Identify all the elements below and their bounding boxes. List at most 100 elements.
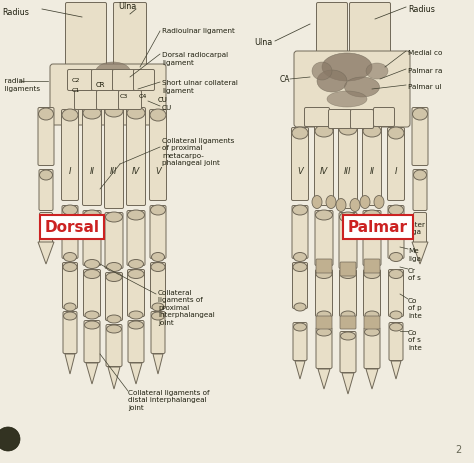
Ellipse shape bbox=[128, 260, 144, 269]
FancyBboxPatch shape bbox=[315, 126, 334, 206]
Ellipse shape bbox=[317, 328, 331, 336]
FancyBboxPatch shape bbox=[62, 110, 79, 201]
Text: Collateral ligaments
of proximal
metacarpo-
phalangeal joint: Collateral ligaments of proximal metacar… bbox=[162, 138, 234, 166]
Ellipse shape bbox=[129, 311, 143, 319]
FancyBboxPatch shape bbox=[349, 4, 391, 76]
Polygon shape bbox=[130, 363, 142, 384]
Polygon shape bbox=[318, 369, 330, 389]
Text: Me
liga: Me liga bbox=[408, 247, 421, 261]
Ellipse shape bbox=[312, 196, 322, 209]
Text: Palmar ra: Palmar ra bbox=[408, 68, 442, 74]
Text: CA: CA bbox=[280, 75, 291, 84]
Text: radial
  ligaments: radial ligaments bbox=[0, 78, 40, 91]
Text: Radius: Radius bbox=[408, 5, 435, 14]
Ellipse shape bbox=[317, 260, 331, 269]
FancyBboxPatch shape bbox=[316, 270, 332, 317]
Text: CU: CU bbox=[162, 105, 172, 111]
FancyBboxPatch shape bbox=[363, 126, 382, 206]
FancyBboxPatch shape bbox=[363, 211, 381, 266]
Ellipse shape bbox=[336, 199, 346, 212]
Ellipse shape bbox=[317, 71, 347, 93]
Ellipse shape bbox=[152, 313, 164, 320]
Ellipse shape bbox=[365, 328, 380, 336]
Polygon shape bbox=[295, 361, 305, 379]
Ellipse shape bbox=[413, 171, 427, 181]
Text: I: I bbox=[69, 167, 71, 176]
Ellipse shape bbox=[63, 206, 78, 216]
Polygon shape bbox=[366, 369, 378, 389]
Ellipse shape bbox=[62, 110, 78, 122]
Ellipse shape bbox=[84, 270, 100, 279]
Polygon shape bbox=[412, 243, 428, 264]
Text: Dorsal: Dorsal bbox=[45, 220, 100, 235]
FancyBboxPatch shape bbox=[340, 263, 356, 276]
Text: III: III bbox=[110, 167, 118, 176]
Ellipse shape bbox=[151, 206, 165, 216]
Ellipse shape bbox=[341, 311, 355, 319]
FancyBboxPatch shape bbox=[388, 128, 404, 201]
Ellipse shape bbox=[364, 270, 380, 279]
FancyBboxPatch shape bbox=[91, 70, 115, 91]
Ellipse shape bbox=[292, 128, 308, 140]
Ellipse shape bbox=[151, 263, 165, 272]
FancyBboxPatch shape bbox=[118, 91, 142, 110]
Ellipse shape bbox=[365, 311, 379, 319]
FancyBboxPatch shape bbox=[364, 259, 380, 274]
Text: 2: 2 bbox=[455, 444, 461, 454]
Text: II: II bbox=[370, 167, 374, 176]
Ellipse shape bbox=[340, 270, 356, 279]
Ellipse shape bbox=[113, 80, 138, 95]
FancyBboxPatch shape bbox=[83, 211, 101, 266]
Ellipse shape bbox=[84, 321, 100, 329]
FancyBboxPatch shape bbox=[316, 316, 332, 329]
FancyBboxPatch shape bbox=[67, 70, 92, 91]
FancyBboxPatch shape bbox=[340, 316, 356, 329]
Ellipse shape bbox=[317, 311, 331, 319]
FancyBboxPatch shape bbox=[338, 124, 357, 209]
Ellipse shape bbox=[83, 108, 101, 120]
Ellipse shape bbox=[339, 124, 357, 136]
Ellipse shape bbox=[293, 263, 307, 272]
Ellipse shape bbox=[412, 109, 428, 121]
Ellipse shape bbox=[316, 211, 332, 220]
FancyBboxPatch shape bbox=[134, 70, 155, 91]
Ellipse shape bbox=[363, 126, 381, 138]
Ellipse shape bbox=[84, 260, 100, 269]
Ellipse shape bbox=[128, 211, 145, 220]
FancyBboxPatch shape bbox=[39, 170, 53, 211]
Text: C2: C2 bbox=[72, 77, 80, 82]
FancyBboxPatch shape bbox=[413, 170, 427, 211]
Ellipse shape bbox=[64, 303, 76, 311]
Circle shape bbox=[0, 427, 20, 451]
FancyBboxPatch shape bbox=[82, 108, 101, 206]
FancyBboxPatch shape bbox=[150, 206, 166, 259]
FancyBboxPatch shape bbox=[292, 206, 308, 259]
FancyBboxPatch shape bbox=[151, 312, 165, 354]
Ellipse shape bbox=[390, 323, 402, 332]
Text: Dorsal radiocarpal
ligament: Dorsal radiocarpal ligament bbox=[162, 52, 228, 65]
Ellipse shape bbox=[294, 303, 306, 311]
Ellipse shape bbox=[38, 109, 54, 121]
Ellipse shape bbox=[366, 64, 388, 80]
Text: V: V bbox=[297, 167, 303, 176]
Text: Collateral ligaments of
distal interphalangeal
joint: Collateral ligaments of distal interphal… bbox=[128, 389, 210, 410]
Text: Ulna: Ulna bbox=[254, 38, 272, 47]
Ellipse shape bbox=[312, 63, 332, 81]
Text: C1: C1 bbox=[72, 88, 80, 92]
Text: Inter
liga: Inter liga bbox=[408, 221, 425, 235]
Ellipse shape bbox=[95, 63, 130, 83]
Ellipse shape bbox=[350, 199, 360, 212]
Text: C4: C4 bbox=[139, 94, 147, 99]
Text: IV: IV bbox=[132, 167, 140, 176]
FancyBboxPatch shape bbox=[340, 332, 356, 373]
Ellipse shape bbox=[64, 253, 76, 262]
Ellipse shape bbox=[389, 206, 403, 216]
FancyBboxPatch shape bbox=[39, 213, 53, 244]
Ellipse shape bbox=[292, 206, 308, 216]
FancyBboxPatch shape bbox=[315, 211, 333, 266]
FancyBboxPatch shape bbox=[38, 108, 54, 166]
Polygon shape bbox=[65, 354, 75, 374]
Ellipse shape bbox=[107, 315, 121, 323]
Ellipse shape bbox=[106, 273, 122, 282]
Text: IV: IV bbox=[320, 167, 328, 176]
